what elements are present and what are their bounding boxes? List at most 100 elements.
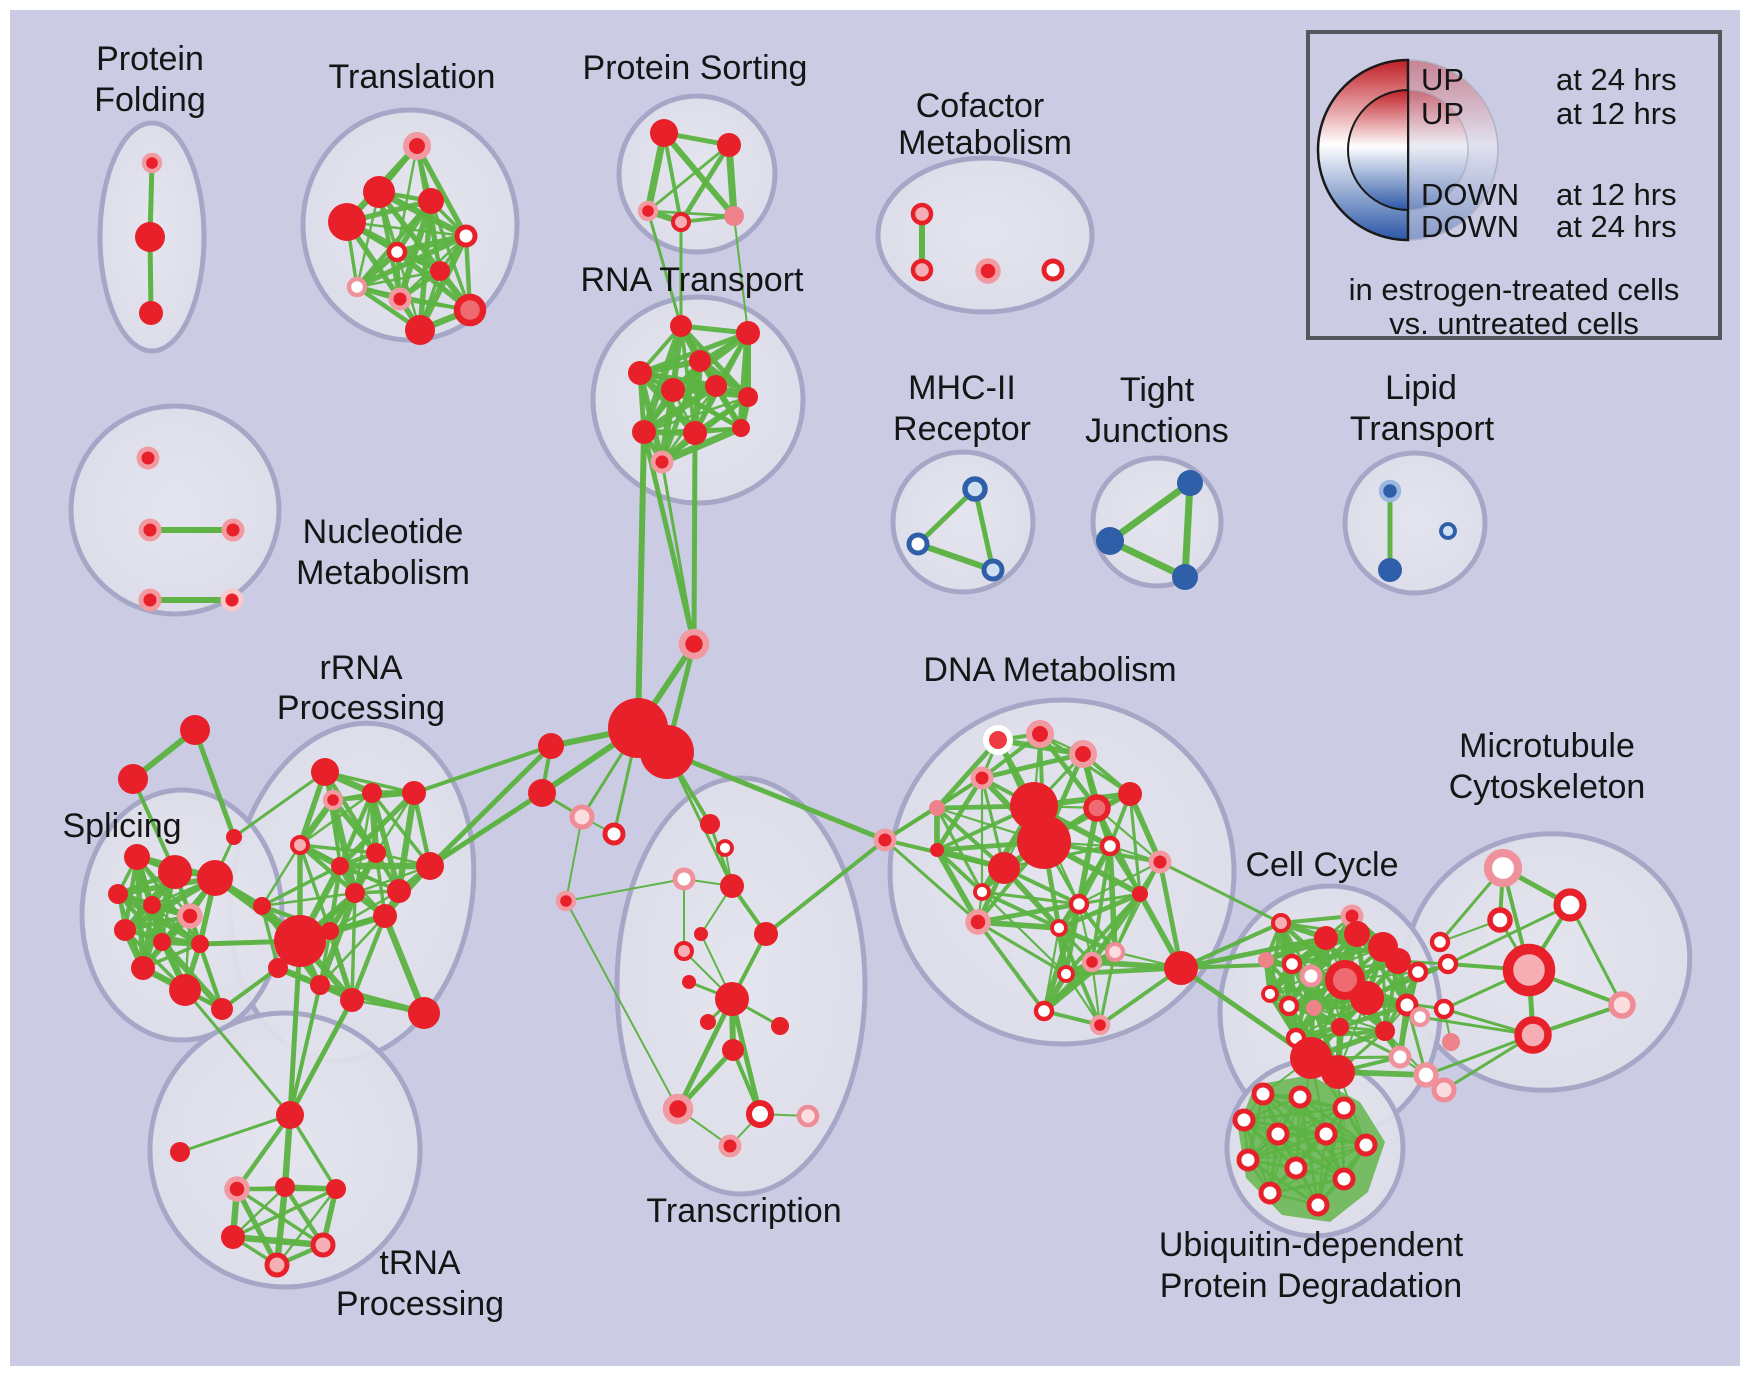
gene-set-node-N2 [221, 518, 245, 542]
gene-set-node-T5 [386, 241, 408, 263]
gene-set-node-D6 [1083, 794, 1111, 822]
cluster-label: Processing [277, 689, 445, 727]
edge [977, 920, 1067, 976]
gene-set-node-U6 [1354, 1133, 1378, 1157]
edge [678, 143, 732, 224]
gene-set-node-U0 [1251, 1082, 1275, 1106]
edge [298, 843, 357, 895]
cluster-label: Processing [336, 1285, 504, 1323]
gene-set-node-D2 [1068, 739, 1098, 769]
gene-set-node-D18 [1081, 951, 1103, 973]
gene-set-node-TN2 [224, 1176, 250, 1202]
edge [884, 838, 1005, 870]
gene-set-node-MT2 [1487, 907, 1513, 933]
gene-set-node-R3 [402, 781, 426, 805]
gene-set-node-U1 [1288, 1085, 1312, 1109]
edge [324, 770, 415, 795]
edge [349, 915, 388, 1001]
edge [972, 488, 996, 571]
gene-set-node-TR5 [694, 927, 708, 941]
edge [261, 891, 356, 908]
edge [414, 144, 469, 238]
cluster-label: Folding [94, 81, 206, 119]
gene-set-node-TJ1 [1096, 527, 1124, 555]
gene-set-node-TR0 [700, 814, 720, 834]
edge [273, 1186, 289, 1266]
gene-set-node-CF1 [910, 258, 934, 282]
edge [395, 792, 418, 892]
cluster-label: tRNA [379, 1244, 461, 1282]
gene-set-node-CC21 [1413, 1062, 1439, 1088]
edge [660, 461, 696, 645]
gene-set-node-N3 [138, 588, 162, 612]
edge [1291, 944, 1384, 967]
gene-set-node-R12 [274, 915, 326, 967]
edge [299, 843, 377, 855]
edge [764, 838, 887, 936]
gene-set-node-TN0 [276, 1101, 304, 1129]
edge [417, 234, 469, 332]
edge [565, 816, 583, 902]
gene-set-node-T7 [346, 276, 368, 298]
legend-time-label: at 24 hrs [1556, 62, 1677, 97]
edge [327, 930, 355, 1001]
gene-set-node-C2 [569, 804, 595, 830]
edge [1180, 935, 1327, 971]
gene-set-node-D22 [1057, 965, 1075, 983]
gene-set-node-CC17 [1395, 993, 1419, 1017]
gene-set-node-PF2 [139, 301, 163, 325]
edge [916, 487, 977, 546]
edge [288, 1114, 338, 1190]
cluster-label: DNA Metabolism [923, 651, 1176, 689]
edge [1042, 927, 1061, 1012]
gene-set-node-SPT2 [226, 829, 242, 845]
gene-set-node-M0 [962, 476, 988, 502]
edge [661, 131, 737, 218]
cluster-label: Cofactor [916, 87, 1045, 125]
edge [276, 1188, 337, 1266]
gene-set-node-R1 [322, 789, 344, 811]
gene-set-node-TR2 [672, 867, 696, 891]
edge [1316, 1133, 1328, 1206]
gene-set-node-CC23 [1431, 1077, 1457, 1103]
edge [1078, 861, 1161, 905]
gene-set-node-CC9 [1325, 960, 1365, 1000]
gene-set-node-U10 [1258, 1181, 1282, 1205]
edge [1313, 1006, 1386, 1033]
gene-set-node-TR6 [674, 941, 694, 961]
edge [647, 143, 730, 213]
edge [1157, 861, 1184, 969]
gene-set-node-D4 [929, 800, 945, 816]
edge [917, 541, 994, 573]
gene-set-node-MT4 [1514, 1016, 1552, 1054]
cluster-label: Protein [96, 40, 204, 78]
gene-set-node-CC2 [1314, 926, 1338, 950]
gene-set-node-TN4 [326, 1179, 346, 1199]
gene-set-node-D3 [970, 766, 994, 790]
gene-set-node-U5 [1314, 1122, 1338, 1146]
gene-set-node-T9 [453, 293, 487, 327]
cluster-label: Protein Degradation [1160, 1267, 1462, 1305]
edge [260, 844, 302, 907]
gene-set-node-T8 [388, 287, 412, 311]
gene-set-node-D5 [1118, 782, 1142, 806]
gene-set-node-D13 [1132, 886, 1148, 902]
gene-set-node-HubB [640, 725, 694, 779]
edge [1113, 893, 1142, 953]
edge [1065, 973, 1101, 1026]
gene-set-node-TN5 [221, 1225, 245, 1249]
edge [935, 738, 1000, 810]
edge [288, 984, 322, 1116]
gene-set-node-TJ0 [1177, 470, 1203, 496]
gene-set-node-D10 [930, 843, 944, 857]
edge [1247, 1144, 1367, 1161]
edge [319, 981, 425, 1017]
edge [1076, 807, 1100, 905]
gene-set-node-U8 [1284, 1156, 1308, 1180]
cluster-bubble-nucleotide-metabolism [68, 403, 282, 617]
edge [1277, 1132, 1345, 1181]
edge [1181, 482, 1194, 578]
gene-set-node-TR15 [718, 1134, 742, 1158]
gene-set-node-PS3 [671, 212, 691, 232]
edge [233, 770, 326, 839]
